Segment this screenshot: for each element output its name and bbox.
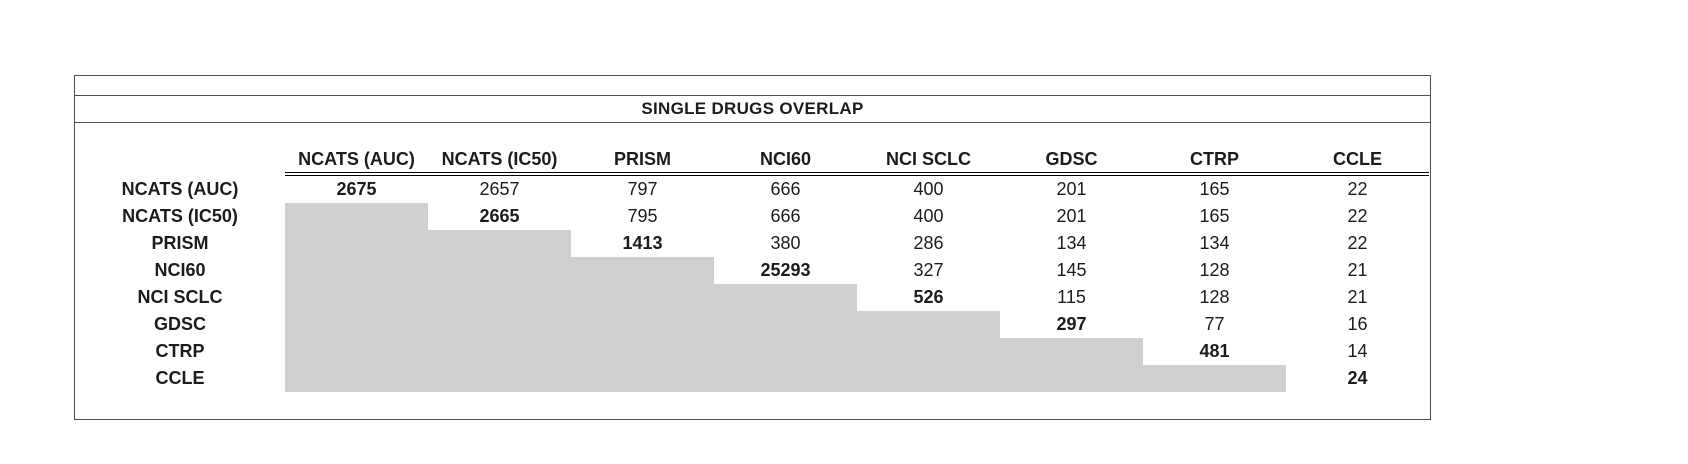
matrix-cell: 145 — [1056, 260, 1087, 280]
matrix-cell: 400 — [913, 206, 944, 226]
matrix-cell — [857, 338, 1000, 365]
matrix-cell — [857, 365, 1000, 392]
matrix-cell — [571, 257, 714, 284]
matrix-cell — [571, 338, 714, 365]
matrix-cell — [285, 311, 428, 338]
corner-cell — [75, 146, 285, 176]
matrix-cell — [571, 311, 714, 338]
matrix-cell: 201 — [1056, 179, 1087, 199]
matrix-cell: 286 — [913, 233, 944, 253]
matrix-cell: 481 — [1199, 341, 1230, 361]
matrix-cell: 22 — [1347, 206, 1368, 226]
column-header: NCI60 — [714, 146, 857, 176]
matrix-cell — [428, 365, 571, 392]
matrix-cell: 380 — [770, 233, 801, 253]
matrix-cell — [714, 338, 857, 365]
table-title: SINGLE DRUGS OVERLAP — [641, 99, 864, 118]
matrix-cell — [285, 203, 428, 230]
row-header: CTRP — [155, 341, 205, 361]
matrix-cell — [285, 284, 428, 311]
overlap-matrix: NCATS (AUC) NCATS (IC50) PRISM NCI60 NCI SCL… — [75, 146, 1430, 392]
matrix-cell: 128 — [1199, 287, 1230, 307]
matrix-cell: 115 — [1057, 287, 1086, 307]
matrix-cell — [1000, 365, 1143, 392]
matrix-cell: 201 — [1056, 206, 1087, 226]
matrix-cell — [285, 365, 428, 392]
matrix-cell: 2665 — [479, 206, 520, 226]
matrix-cell: 14 — [1347, 341, 1368, 361]
matrix-cell — [857, 311, 1000, 338]
matrix-cell — [571, 284, 714, 311]
matrix-cell: 795 — [627, 206, 658, 226]
matrix-cell: 16 — [1347, 314, 1368, 334]
matrix-cell: 666 — [770, 206, 801, 226]
matrix-cell — [428, 311, 571, 338]
matrix-cell — [285, 230, 428, 257]
matrix-cell: 134 — [1199, 233, 1230, 253]
matrix-cell — [1000, 338, 1143, 365]
matrix-cell — [428, 230, 571, 257]
row-header: NCATS (IC50) — [122, 206, 238, 226]
matrix-cell — [714, 365, 857, 392]
row-header: CCLE — [155, 368, 205, 388]
matrix-cell — [428, 284, 571, 311]
matrix-cell: 128 — [1199, 260, 1230, 280]
matrix-cell: 666 — [770, 179, 801, 199]
matrix-cell: 21 — [1347, 260, 1368, 280]
row-header: NCI SCLC — [137, 287, 223, 307]
matrix-cell: 25293 — [760, 260, 811, 280]
matrix-cell: 134 — [1056, 233, 1087, 253]
matrix-cell — [714, 311, 857, 338]
column-header: PRISM — [571, 146, 714, 176]
row-header: GDSC — [153, 314, 206, 334]
matrix-cell — [714, 284, 857, 311]
matrix-cell: 165 — [1199, 179, 1230, 199]
column-header: CCLE — [1286, 146, 1429, 176]
matrix-cell — [1143, 365, 1286, 392]
table-top-strip — [75, 76, 1430, 96]
matrix-cell: 24 — [1347, 368, 1368, 388]
matrix-cell — [428, 257, 571, 284]
matrix-cell: 22 — [1347, 179, 1368, 199]
matrix-cell — [571, 365, 714, 392]
column-header: GDSC — [1000, 146, 1143, 176]
matrix-cell: 297 — [1056, 314, 1087, 334]
column-header: NCI SCLC — [857, 146, 1000, 176]
matrix-cell: 77 — [1204, 314, 1225, 334]
matrix-cell: 400 — [913, 179, 944, 199]
row-header: NCATS (AUC) — [121, 179, 239, 199]
row-header: NCI60 — [154, 260, 206, 280]
matrix-cell: 526 — [913, 287, 944, 307]
matrix-cell: 21 — [1347, 287, 1368, 307]
matrix-cell: 797 — [627, 179, 658, 199]
row-header: PRISM — [151, 233, 209, 253]
matrix-cell: 2675 — [336, 179, 377, 199]
matrix-cell: 165 — [1199, 206, 1230, 226]
matrix-cell: 327 — [913, 260, 944, 280]
matrix-cell — [428, 338, 571, 365]
column-header: CTRP — [1143, 146, 1286, 176]
matrix-cell: 2657 — [479, 179, 520, 199]
matrix-cell — [285, 257, 428, 284]
table-title-row: SINGLE DRUGS OVERLAP — [75, 96, 1430, 123]
matrix-cell — [285, 338, 428, 365]
column-header: NCATS (AUC) — [285, 146, 428, 176]
matrix-cell: 22 — [1347, 233, 1368, 253]
matrix-cell: 1413 — [622, 233, 663, 253]
column-header: NCATS (IC50) — [428, 146, 571, 176]
single-drugs-overlap-table: SINGLE DRUGS OVERLAP NCATS (AUC) NCATS (I… — [74, 75, 1431, 420]
